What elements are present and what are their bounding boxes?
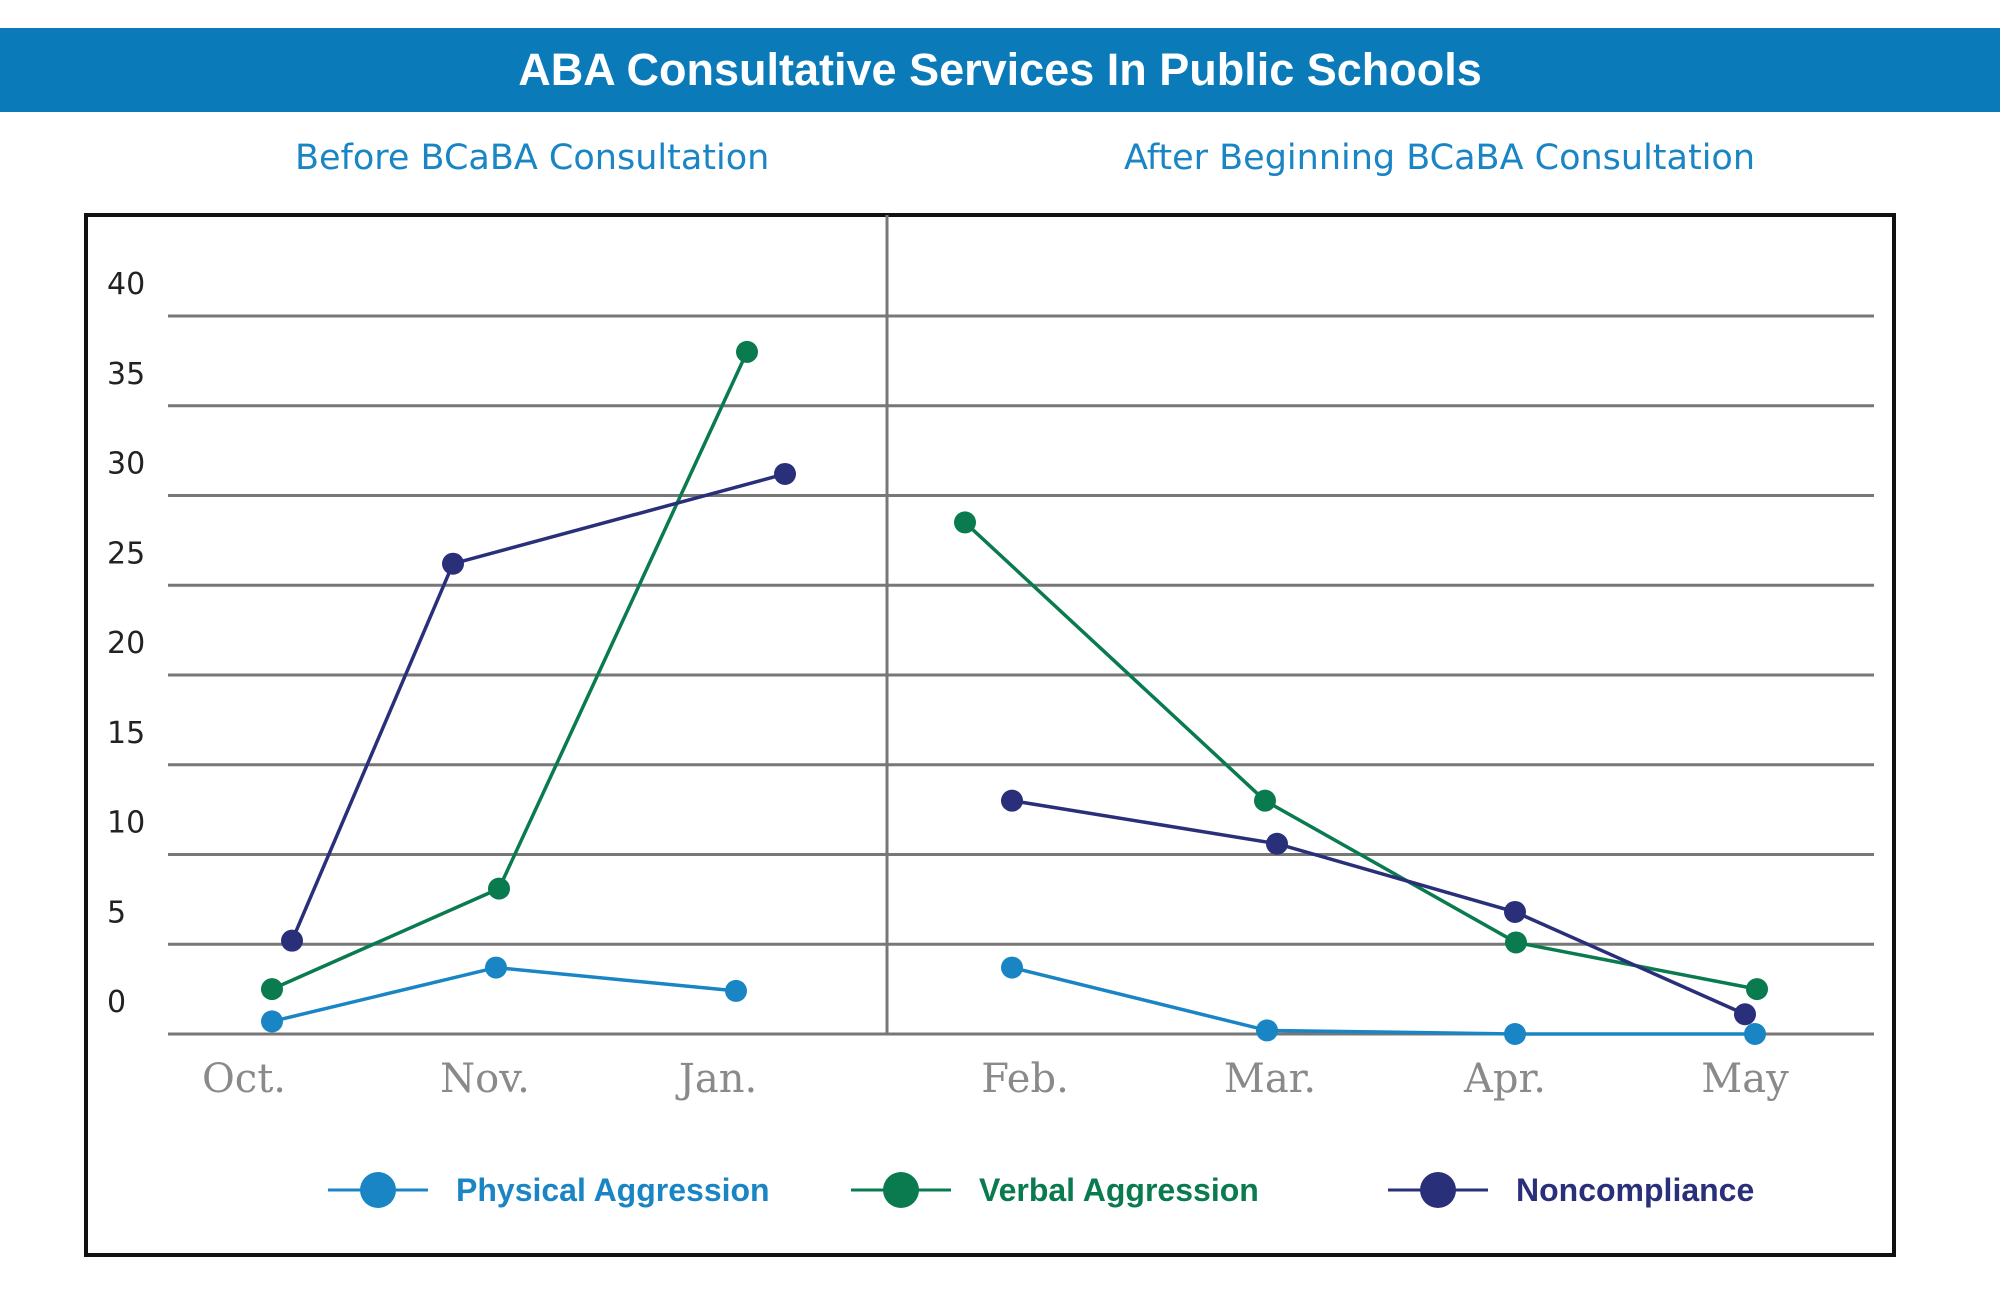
series-line-noncompliance-panel-1 bbox=[290, 472, 786, 942]
data-point-noncompliance bbox=[1266, 832, 1288, 855]
y-tick-label: 35 bbox=[107, 357, 145, 392]
series-line-verbal-panel-1 bbox=[271, 351, 749, 991]
data-point-physical bbox=[1256, 1019, 1278, 1042]
data-point-verbal bbox=[736, 340, 758, 363]
series-line-physical-panel-2 bbox=[1011, 965, 1755, 1036]
x-tick-label: Feb. bbox=[981, 1056, 1069, 1102]
y-tick-label: 20 bbox=[107, 626, 145, 661]
x-tick-label: Mar. bbox=[1224, 1056, 1316, 1102]
data-point-verbal bbox=[488, 877, 510, 900]
data-point-noncompliance bbox=[1734, 1003, 1756, 1026]
legend-marker-verbal bbox=[851, 1172, 951, 1208]
data-point-noncompliance bbox=[1504, 900, 1526, 923]
series-line-noncompliance-panel-2 bbox=[1011, 798, 1746, 1016]
legend-label-noncompliance: Noncompliance bbox=[1516, 1171, 1755, 1208]
x-tick-label: May bbox=[1701, 1056, 1789, 1102]
data-point-physical bbox=[261, 1010, 283, 1033]
data-point-verbal bbox=[1505, 931, 1527, 954]
data-point-verbal bbox=[1746, 978, 1768, 1001]
data-point-noncompliance bbox=[442, 552, 464, 575]
x-tick-label: Jan. bbox=[675, 1056, 757, 1102]
data-point-verbal bbox=[1254, 789, 1276, 812]
legend-label-verbal: Verbal Aggression bbox=[979, 1171, 1259, 1208]
data-point-verbal bbox=[954, 511, 976, 534]
legend-item-verbal: Verbal Aggression bbox=[851, 1165, 1259, 1215]
data-point-physical bbox=[1504, 1023, 1526, 1045]
panel-title-after: After Beginning BCaBA Consultation bbox=[1124, 138, 1756, 178]
y-tick-label: 15 bbox=[107, 716, 145, 751]
data-point-verbal bbox=[261, 978, 283, 1001]
x-tick-label: Apr. bbox=[1463, 1056, 1546, 1102]
data-point-noncompliance bbox=[1001, 789, 1023, 812]
legend-marker-physical bbox=[328, 1172, 428, 1208]
x-tick-label: Oct. bbox=[202, 1056, 286, 1102]
y-tick-label: 10 bbox=[107, 806, 145, 841]
legend-label-physical: Physical Aggression bbox=[456, 1171, 770, 1208]
legend-item-physical: Physical Aggression bbox=[328, 1165, 770, 1215]
data-point-physical bbox=[1001, 956, 1023, 979]
data-point-physical bbox=[725, 979, 747, 1002]
y-tick-label: 30 bbox=[107, 447, 145, 482]
legend-marker-noncompliance bbox=[1388, 1172, 1488, 1208]
data-point-physical bbox=[485, 956, 507, 979]
plot-frame bbox=[84, 213, 1896, 1257]
data-point-physical bbox=[1744, 1023, 1766, 1045]
x-tick-label: Nov. bbox=[440, 1056, 530, 1102]
series-line-verbal-panel-2 bbox=[963, 521, 1758, 991]
title-banner: ABA Consultative Services In Public Scho… bbox=[0, 28, 2000, 112]
panel-title-before: Before BCaBA Consultation bbox=[295, 138, 770, 178]
data-point-noncompliance bbox=[774, 462, 796, 485]
y-tick-label: 0 bbox=[107, 985, 126, 1020]
chart-title: ABA Consultative Services In Public Scho… bbox=[518, 44, 1482, 95]
y-tick-label: 40 bbox=[107, 267, 145, 302]
series-line-physical-panel-1 bbox=[271, 965, 737, 1024]
y-tick-label: 25 bbox=[107, 536, 145, 571]
data-point-noncompliance bbox=[281, 929, 303, 952]
y-tick-label: 5 bbox=[107, 895, 126, 930]
legend-item-noncompliance: Noncompliance bbox=[1388, 1165, 1754, 1215]
